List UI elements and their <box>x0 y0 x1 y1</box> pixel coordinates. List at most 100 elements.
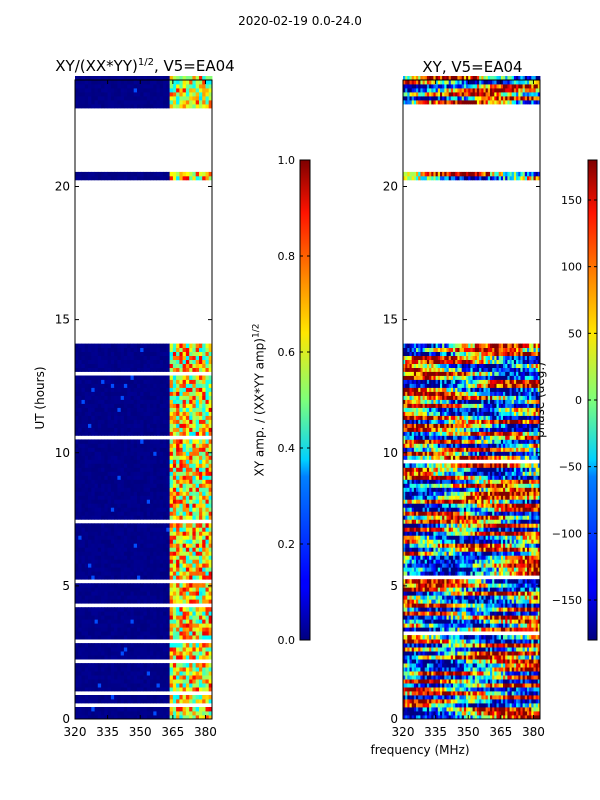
left-heatmap-cell <box>163 423 167 428</box>
left-heatmap-cell <box>163 527 167 532</box>
left-heatmap-cell <box>195 507 200 512</box>
left-heatmap-cell <box>91 411 95 416</box>
left-heatmap-cell <box>146 571 151 576</box>
left-heatmap-cell <box>176 411 180 416</box>
left-heatmap-cell <box>185 483 190 488</box>
left-heatmap-cell <box>156 523 161 528</box>
left-heatmap-cell <box>189 175 193 181</box>
left-heatmap-cell <box>159 451 164 456</box>
right-heatmap-cell <box>422 695 426 700</box>
left-heatmap-cell <box>110 503 115 508</box>
left-heatmap-cell <box>176 595 180 600</box>
right-heatmap-cell <box>503 707 506 712</box>
left-heatmap-cell <box>94 407 99 412</box>
left-heatmap-cell <box>143 655 148 660</box>
left-heatmap-cell <box>78 383 82 388</box>
left-heatmap-cell <box>130 683 135 688</box>
left-heatmap-cell <box>199 671 203 676</box>
left-heatmap-cell <box>179 463 184 468</box>
left-heatmap-cell <box>189 100 193 105</box>
left-heatmap-cell <box>159 655 164 660</box>
left-heatmap-cell <box>120 88 125 93</box>
left-heatmap-cell <box>166 80 170 85</box>
left-heatmap-cell <box>182 76 187 81</box>
right-heatmap-cell <box>529 663 532 668</box>
left-heatmap-cell <box>143 104 148 109</box>
left-heatmap-cell <box>163 76 167 81</box>
left-heatmap-cell <box>156 355 161 360</box>
left-heatmap-cell <box>185 463 190 468</box>
left-heatmap-cell <box>123 635 128 640</box>
left-heatmap-cell <box>176 531 180 536</box>
left-heatmap-cell <box>78 84 82 89</box>
left-heatmap-cell <box>91 647 95 652</box>
left-heatmap-cell <box>208 88 213 93</box>
right-heatmap-cell <box>507 703 510 708</box>
left-heatmap-cell <box>97 707 102 712</box>
right-heatmap-cell <box>483 715 487 720</box>
left-heatmap-cell <box>123 463 128 468</box>
left-heatmap-cell <box>146 407 151 412</box>
right-heatmap-cell <box>455 687 458 692</box>
right-heatmap-cell <box>450 667 454 672</box>
left-heatmap-cell <box>130 647 135 652</box>
right-heatmap-cell <box>433 707 436 712</box>
left-heatmap-cell <box>205 699 210 704</box>
left-heatmap-cell <box>101 567 105 572</box>
right-heatmap-cell <box>483 671 487 676</box>
left-heatmap-cell <box>101 607 105 612</box>
left-heatmap-cell <box>159 483 164 488</box>
left-heatmap-cell <box>172 531 177 536</box>
right-heatmap-cell <box>498 659 502 664</box>
right-heatmap-cell <box>431 687 434 692</box>
left-heatmap-cell <box>156 467 161 472</box>
left-heatmap-cell <box>189 563 193 568</box>
left-heatmap-cell <box>150 427 154 432</box>
left-heatmap-cell <box>107 411 112 416</box>
left-heatmap-cell <box>88 539 92 544</box>
left-heatmap-cell <box>189 84 193 89</box>
left-heatmap-cell <box>199 531 203 536</box>
left-heatmap-cell <box>159 383 164 388</box>
left-heatmap-cell <box>176 84 180 89</box>
left-heatmap-cell <box>150 84 154 89</box>
left-heatmap-cell <box>205 647 210 652</box>
left-heatmap-cell <box>88 523 92 528</box>
left-heatmap-cell <box>208 567 213 572</box>
left-heatmap-cell <box>202 423 206 428</box>
left-heatmap-cell <box>84 635 89 640</box>
left-heatmap-cell <box>94 511 99 516</box>
left-heatmap-cell <box>159 539 164 544</box>
left-heatmap-cell <box>192 407 197 412</box>
right-heatmap-cell <box>500 679 504 684</box>
left-heatmap-cell <box>146 487 151 492</box>
left-heatmap-cell <box>202 695 206 700</box>
left-heatmap-cell <box>208 715 213 720</box>
right-heatmap-cell <box>450 715 454 720</box>
left-heatmap-cell <box>127 487 131 492</box>
right-heatmap-cell <box>468 711 471 716</box>
right-heatmap-cell <box>413 679 417 684</box>
left-heatmap-cell <box>166 104 170 109</box>
left-heatmap-cell <box>150 491 154 496</box>
left-heatmap-cell <box>110 575 115 580</box>
right-heatmap-cell <box>426 715 430 720</box>
left-heatmap-cell <box>143 571 148 576</box>
left-heatmap-cell <box>130 571 135 576</box>
left-heatmap-cell <box>91 423 95 428</box>
left-heatmap-cell <box>192 635 197 640</box>
left-heatmap-cell <box>88 351 92 356</box>
left-heatmap-cell <box>110 627 115 632</box>
left-heatmap-cell <box>176 383 180 388</box>
left-heatmap-cell <box>137 439 141 444</box>
left-heatmap-cell <box>88 391 92 396</box>
right-heatmap-cell <box>487 699 491 704</box>
right-heatmap-cell <box>492 711 495 716</box>
left-heatmap-cell <box>159 92 164 97</box>
left-heatmap-cell <box>114 595 118 600</box>
right-heatmap-cell <box>518 715 521 720</box>
right-heatmap-cell <box>444 679 447 684</box>
right-heatmap-cell <box>516 663 519 668</box>
right-heatmap-cell <box>487 655 491 660</box>
left-heatmap-cell <box>81 391 86 396</box>
